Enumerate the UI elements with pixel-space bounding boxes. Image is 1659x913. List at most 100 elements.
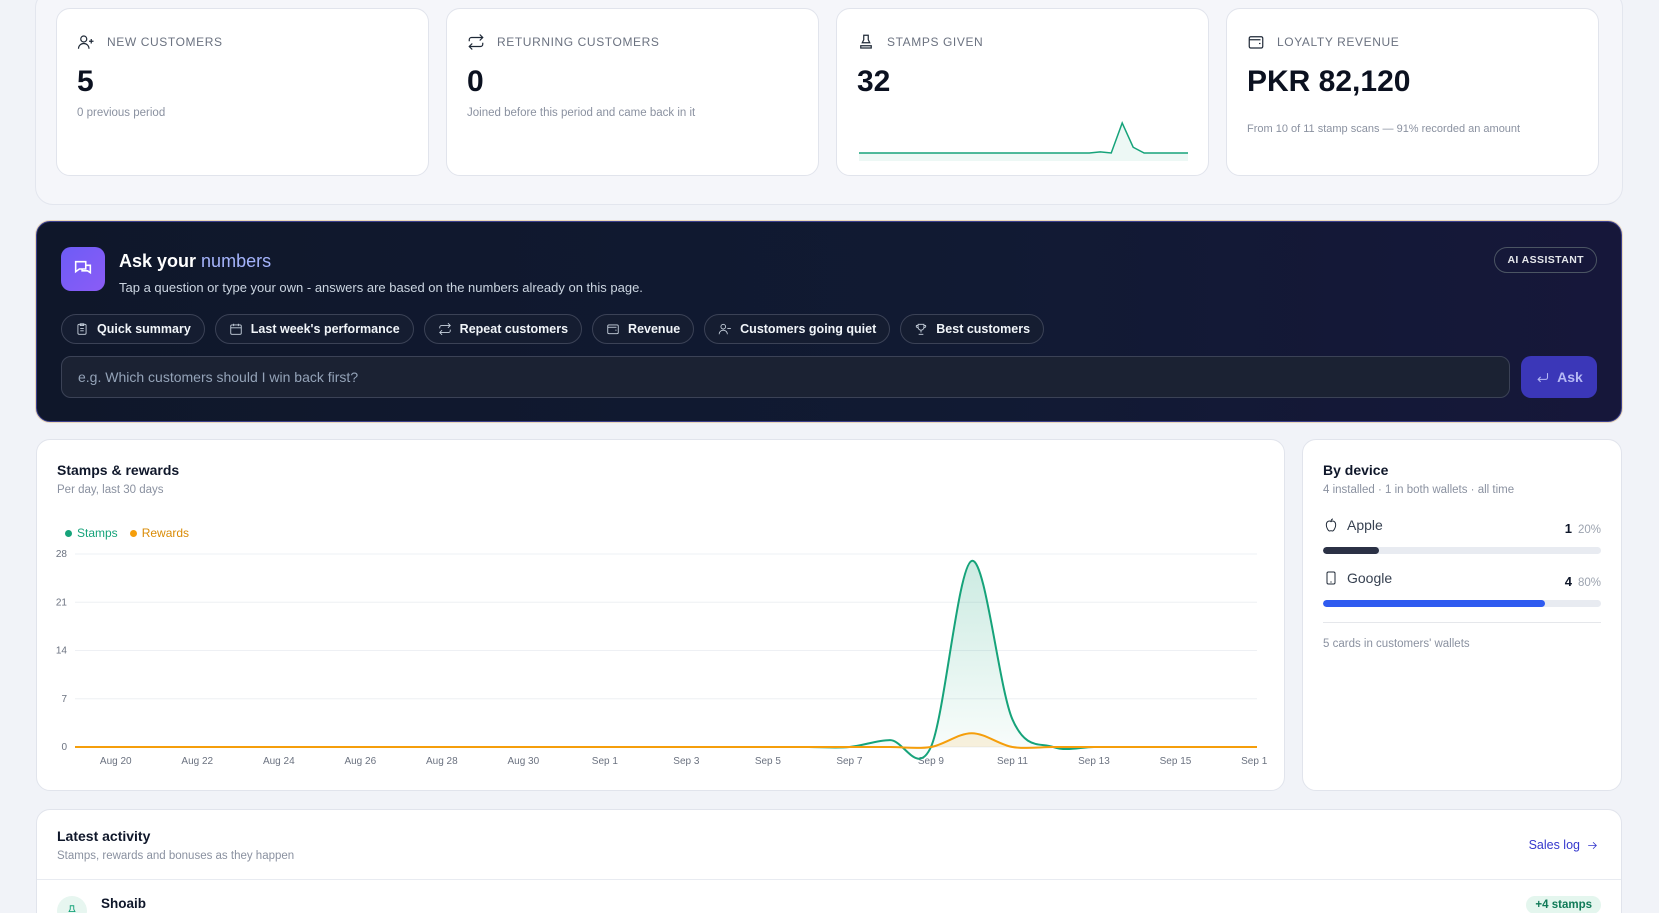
kpi-label: LOYALTY REVENUE (1277, 35, 1400, 49)
kpi-value: 5 (77, 65, 94, 98)
kpi-value: 32 (857, 65, 891, 98)
x-tick-label: Aug 26 (344, 756, 376, 767)
ai-assistant-panel: Ask your numbers Tap a question or type … (36, 221, 1622, 422)
x-tick-label: Aug 24 (263, 756, 295, 767)
x-tick-label: Sep 15 (1160, 756, 1192, 767)
user-minus-icon (718, 323, 731, 335)
ai-title-start: Ask your (119, 251, 197, 271)
legend-stamps[interactable]: Stamps (65, 526, 118, 540)
x-tick-label: Sep 17 (1241, 756, 1267, 767)
legend-label: Rewards (141, 526, 190, 540)
stamp-icon (860, 34, 872, 49)
x-tick-label: Sep 13 (1078, 756, 1110, 767)
device-bar-fill (1323, 600, 1546, 607)
x-tick-label: Aug 28 (426, 756, 458, 767)
wallet-icon (1248, 36, 1264, 49)
x-tick-label: Sep 3 (673, 756, 700, 767)
y-tick-label: 28 (56, 549, 68, 560)
device-count: 4 80% (1565, 574, 1601, 589)
trophy-icon (916, 323, 927, 335)
kpi-label: STAMPS GIVEN (887, 35, 984, 49)
device-footer: 5 cards in customers' wallets (1323, 638, 1470, 650)
device-count-value: 4 (1564, 574, 1572, 589)
divider (37, 879, 1621, 880)
chip-quick-summary[interactable]: Quick summary (61, 314, 205, 344)
kpi-stamps-given: STAMPS GIVEN 32 (836, 8, 1209, 176)
chip-revenue[interactable]: Revenue (592, 314, 695, 344)
y-tick-label: 14 (56, 646, 68, 657)
x-tick-label: Aug 30 (507, 756, 539, 767)
by-device-card: By device 4 installed · 1 in both wallet… (1302, 439, 1622, 791)
enter-icon (1537, 372, 1549, 382)
device-bar-google (1323, 600, 1601, 607)
sparkline-line (859, 121, 1188, 154)
kpi-label: RETURNING CUSTOMERS (497, 35, 660, 49)
kpi-subtext: 0 previous period (77, 107, 166, 119)
stamps-rewards-chart: 0 7 14 21 28 Aug 20 Aug 22 Aug 24 Aug 26 Aug 28 Au… (56, 549, 1267, 767)
arrow-right-icon (1588, 841, 1597, 849)
kpi-subtext: Joined before this period and came back … (467, 107, 696, 119)
device-count-value: 1 (1564, 521, 1572, 536)
suggestion-chips: Quick summary Last week's performance Re… (61, 314, 1045, 344)
device-row-google: Google 4 80% (1323, 570, 1601, 607)
chip-label: Last week's performance (250, 322, 400, 336)
activity-title: Latest activity (57, 828, 151, 844)
repeat-icon (468, 34, 484, 50)
stamps-sparkline (859, 121, 1188, 161)
kpi-label: NEW CUSTOMERS (107, 35, 223, 49)
sparkline-area (859, 123, 1188, 161)
chip-repeat-customers[interactable]: Repeat customers (423, 314, 583, 344)
ai-title-accent: numbers (201, 251, 272, 271)
chip-label: Customers going quiet (740, 322, 877, 336)
chip-label: Best customers (936, 322, 1031, 336)
rewards-area (75, 733, 1257, 749)
device-pct: 20% (1577, 524, 1601, 536)
kpi-value: PKR 82,120 (1247, 65, 1411, 98)
chip-customers-going-quiet[interactable]: Customers going quiet (704, 314, 891, 344)
device-row-apple: Apple 1 20% (1323, 517, 1601, 554)
activity-subtitle: Stamps, rewards and bonuses as they happ… (57, 850, 295, 862)
repeat-icon (438, 322, 451, 336)
stamp-icon (68, 905, 76, 913)
kpi-strip: NEW CUSTOMERS 5 0 previous period RETURN… (35, 0, 1623, 205)
legend-label: Stamps (77, 526, 118, 540)
phone-icon (1326, 571, 1336, 585)
chart-legend: Stamps Rewards (65, 526, 189, 540)
ai-description: Tap a question or type your own - answer… (119, 280, 643, 295)
device-bar-fill (1323, 547, 1379, 554)
ai-question-input[interactable] (61, 356, 1510, 398)
stamps-line (75, 559, 1257, 760)
apple-icon (1325, 518, 1337, 532)
activity-customer-name[interactable]: Shoaib (101, 896, 147, 911)
chip-last-week[interactable]: Last week's performance (214, 314, 414, 344)
x-tick-label: Sep 9 (918, 756, 945, 767)
x-tick-label: Sep 11 (997, 756, 1028, 767)
kpi-loyalty-revenue: LOYALTY REVENUE PKR 82,120 From 10 of 11… (1226, 8, 1599, 176)
divider (1323, 622, 1601, 623)
x-tick-label: Sep 7 (836, 756, 863, 767)
wallet-icon (607, 324, 619, 335)
kpi-new-customers: NEW CUSTOMERS 5 0 previous period (56, 8, 429, 176)
activity-avatar (57, 896, 87, 913)
y-tick-label: 0 (61, 742, 67, 753)
device-label: Google (1347, 570, 1393, 586)
device-title: By device (1323, 462, 1389, 478)
stamps-rewards-card: Stamps & rewards Per day, last 30 days S… (36, 439, 1285, 791)
chip-best-customers[interactable]: Best customers (900, 314, 1045, 344)
kpi-value: 0 (467, 65, 484, 98)
device-bar-apple (1323, 547, 1601, 554)
device-label: Apple (1347, 517, 1383, 533)
ask-label: Ask (1557, 369, 1583, 385)
x-tick-label: Aug 20 (100, 756, 132, 767)
chip-label: Revenue (628, 322, 681, 336)
calendar-icon (230, 323, 242, 335)
y-tick-label: 21 (56, 597, 68, 608)
device-subtitle: 4 installed · 1 in both wallets · all ti… (1323, 484, 1515, 496)
device-pct: 80% (1577, 577, 1601, 589)
kpi-subtext: From 10 of 11 stamp scans — 91% recorded… (1247, 123, 1521, 135)
user-plus-icon (77, 35, 94, 49)
legend-rewards[interactable]: Rewards (129, 526, 190, 540)
x-tick-label: Aug 22 (181, 756, 213, 767)
sales-log-link[interactable]: Sales log (1529, 838, 1599, 852)
ask-button[interactable]: Ask (1521, 356, 1597, 398)
